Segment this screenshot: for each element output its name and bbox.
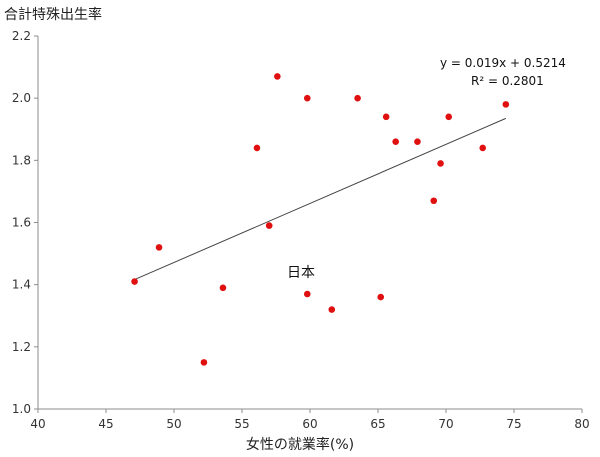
x-axis-title: 女性の就業率(%) [245,437,355,453]
y-tick-label: 1.4 [12,278,31,292]
chart-axes: 1.0 1.2 1.4 1.6 1.8 2.0 2.2 40 45 50 55 60 65 70 75 80 [12,29,590,431]
data-point [131,278,138,285]
data-point [200,359,208,366]
x-tick-label: 75 [506,417,521,431]
data-point [328,306,336,313]
data-point [430,197,438,205]
data-point [502,101,510,108]
x-tick-label: 45 [98,417,113,431]
data-point [274,73,281,80]
data-point [265,222,273,229]
data-point [382,113,390,121]
trendline-group [134,117,507,281]
x-tick-label: 70 [438,417,453,431]
data-point [437,160,444,167]
data-point [414,138,421,145]
data-point [445,113,453,121]
data-point [219,284,227,292]
x-tick-label: 60 [302,417,317,431]
y-tick-label: 1.0 [12,402,31,416]
y-tick-label: 1.8 [12,153,31,167]
y-tick-label: 2.0 [12,91,31,105]
y-tick-label: 2.2 [12,29,31,43]
y-tick-label: 1.6 [12,216,31,230]
x-tick-label: 50 [166,417,181,431]
trendline-r-squared: R² = 0.2801 [471,74,544,88]
y-tick-label: 1.2 [12,340,31,354]
data-point [377,293,385,301]
data-point [155,244,163,251]
x-tick-label: 40 [30,417,45,431]
japan-label: 日本 [287,265,315,281]
data-point [253,144,261,152]
y-axis-title: 合計特殊出生率 [4,7,102,23]
data-point [479,144,487,152]
data-point [303,290,311,298]
x-tick-label: 80 [574,417,589,431]
data-points [131,73,510,366]
x-tick-label: 65 [370,417,385,431]
data-point [303,94,311,102]
data-point [392,138,399,145]
x-tick-label: 55 [234,417,249,431]
trendline [134,117,507,281]
trendline-equation: y = 0.019x + 0.5214 [440,56,566,70]
data-point [354,94,361,102]
